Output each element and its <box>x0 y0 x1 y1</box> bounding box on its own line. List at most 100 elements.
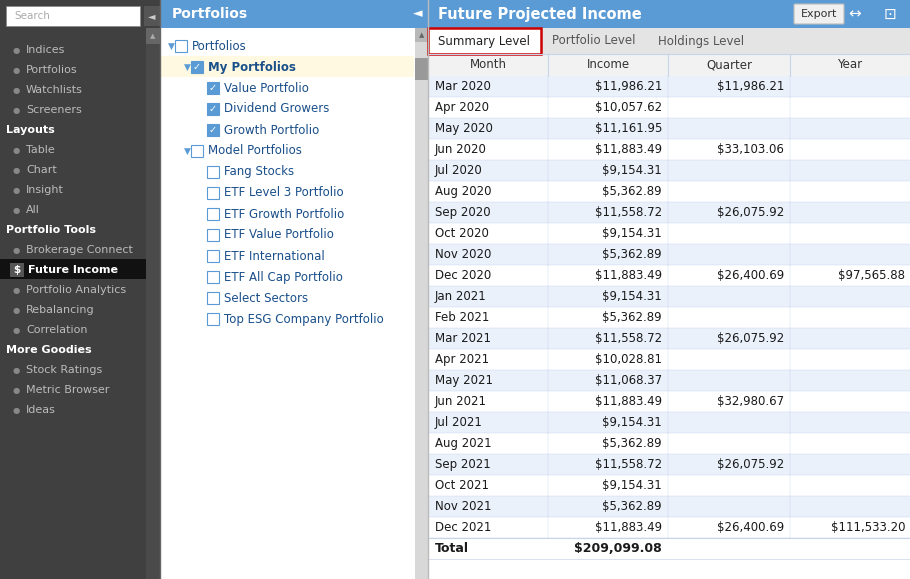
Bar <box>428 28 910 54</box>
Bar <box>428 265 910 286</box>
Bar <box>207 124 219 136</box>
Text: Jul 2021: Jul 2021 <box>435 416 483 429</box>
Text: $5,362.89: $5,362.89 <box>602 311 662 324</box>
Text: $11,883.49: $11,883.49 <box>595 521 662 534</box>
Text: ▼: ▼ <box>184 146 191 156</box>
Text: ●: ● <box>13 325 20 335</box>
Bar <box>207 313 219 325</box>
Bar <box>0 259 146 279</box>
Bar <box>428 433 910 454</box>
Bar <box>6 6 140 26</box>
Text: $: $ <box>14 265 21 275</box>
Text: $26,400.69: $26,400.69 <box>717 521 784 534</box>
Text: May 2021: May 2021 <box>435 374 493 387</box>
Text: Screeners: Screeners <box>26 105 82 115</box>
Text: $10,028.81: $10,028.81 <box>595 353 662 366</box>
Text: Oct 2021: Oct 2021 <box>435 479 489 492</box>
Bar <box>428 160 910 181</box>
Text: Holdings Level: Holdings Level <box>658 35 744 47</box>
Bar <box>207 292 219 304</box>
Text: Brokerage Connect: Brokerage Connect <box>26 245 133 255</box>
Text: Jun 2020: Jun 2020 <box>435 143 487 156</box>
Text: All: All <box>26 205 40 215</box>
Text: Stock Ratings: Stock Ratings <box>26 365 102 375</box>
Bar <box>207 271 219 283</box>
Bar <box>175 40 187 52</box>
Text: ●: ● <box>13 105 20 115</box>
Bar <box>428 307 910 328</box>
Bar <box>428 181 910 202</box>
Text: $9,154.31: $9,154.31 <box>602 479 662 492</box>
Text: ●: ● <box>13 65 20 75</box>
Bar <box>428 391 910 412</box>
Bar <box>0 0 160 579</box>
Text: Feb 2021: Feb 2021 <box>435 311 490 324</box>
Text: ●: ● <box>13 206 20 214</box>
Text: ▲: ▲ <box>150 33 156 39</box>
Text: $11,986.21: $11,986.21 <box>594 80 662 93</box>
Bar <box>428 496 910 517</box>
Text: Summary Level: Summary Level <box>439 35 531 47</box>
Bar <box>207 208 219 220</box>
Text: Quarter: Quarter <box>706 58 752 71</box>
Bar <box>428 286 910 307</box>
Text: ↔: ↔ <box>849 6 862 21</box>
Text: Dec 2021: Dec 2021 <box>435 521 491 534</box>
Text: $11,161.95: $11,161.95 <box>594 122 662 135</box>
Text: ✓: ✓ <box>209 83 217 93</box>
Text: Fang Stocks: Fang Stocks <box>224 166 294 178</box>
Text: ETF Level 3 Portfolio: ETF Level 3 Portfolio <box>224 186 344 200</box>
Bar <box>428 54 910 76</box>
Text: $5,362.89: $5,362.89 <box>602 437 662 450</box>
Bar <box>428 328 910 349</box>
Text: ✓: ✓ <box>209 125 217 135</box>
Text: Table: Table <box>26 145 55 155</box>
Text: $5,362.89: $5,362.89 <box>602 500 662 513</box>
Text: $9,154.31: $9,154.31 <box>602 227 662 240</box>
Text: $26,075.92: $26,075.92 <box>717 332 784 345</box>
Text: $9,154.31: $9,154.31 <box>602 416 662 429</box>
Text: Export: Export <box>801 9 837 19</box>
Text: Aug 2021: Aug 2021 <box>435 437 491 450</box>
Bar <box>207 187 219 199</box>
Text: Month: Month <box>470 58 507 71</box>
Text: Value Portfolio: Value Portfolio <box>224 82 308 94</box>
Text: Future Projected Income: Future Projected Income <box>438 6 642 21</box>
Bar <box>428 0 910 579</box>
Text: Search: Search <box>14 11 50 21</box>
Text: Ideas: Ideas <box>26 405 56 415</box>
Text: ▼: ▼ <box>168 42 175 50</box>
Text: ●: ● <box>13 166 20 174</box>
Bar <box>428 475 910 496</box>
Bar <box>207 82 219 94</box>
Text: Nov 2021: Nov 2021 <box>435 500 491 513</box>
Text: $11,558.72: $11,558.72 <box>595 458 662 471</box>
Text: $9,154.31: $9,154.31 <box>602 290 662 303</box>
Text: $11,986.21: $11,986.21 <box>717 80 784 93</box>
Text: $11,558.72: $11,558.72 <box>595 332 662 345</box>
Text: ●: ● <box>13 285 20 295</box>
Text: ●: ● <box>13 306 20 314</box>
Text: ETF All Cap Portfolio: ETF All Cap Portfolio <box>224 270 343 284</box>
Bar <box>146 28 160 44</box>
Text: Total: Total <box>435 542 469 555</box>
Text: ●: ● <box>13 386 20 394</box>
Text: Watchlists: Watchlists <box>26 85 83 95</box>
Bar <box>207 103 219 115</box>
Text: ●: ● <box>13 365 20 375</box>
Text: Dividend Growers: Dividend Growers <box>224 102 329 115</box>
Text: $9,154.31: $9,154.31 <box>602 164 662 177</box>
Bar <box>428 412 910 433</box>
Bar <box>160 56 414 77</box>
Text: Select Sectors: Select Sectors <box>224 291 308 305</box>
Text: $5,362.89: $5,362.89 <box>602 185 662 198</box>
Bar <box>428 97 910 118</box>
Text: $111,533.20: $111,533.20 <box>831 521 905 534</box>
Text: Jun 2021: Jun 2021 <box>435 395 487 408</box>
Text: Sep 2020: Sep 2020 <box>435 206 490 219</box>
Bar <box>415 28 428 42</box>
Bar <box>428 244 910 265</box>
Bar <box>428 118 910 139</box>
Text: ◄: ◄ <box>148 11 156 21</box>
Text: Income: Income <box>586 58 630 71</box>
